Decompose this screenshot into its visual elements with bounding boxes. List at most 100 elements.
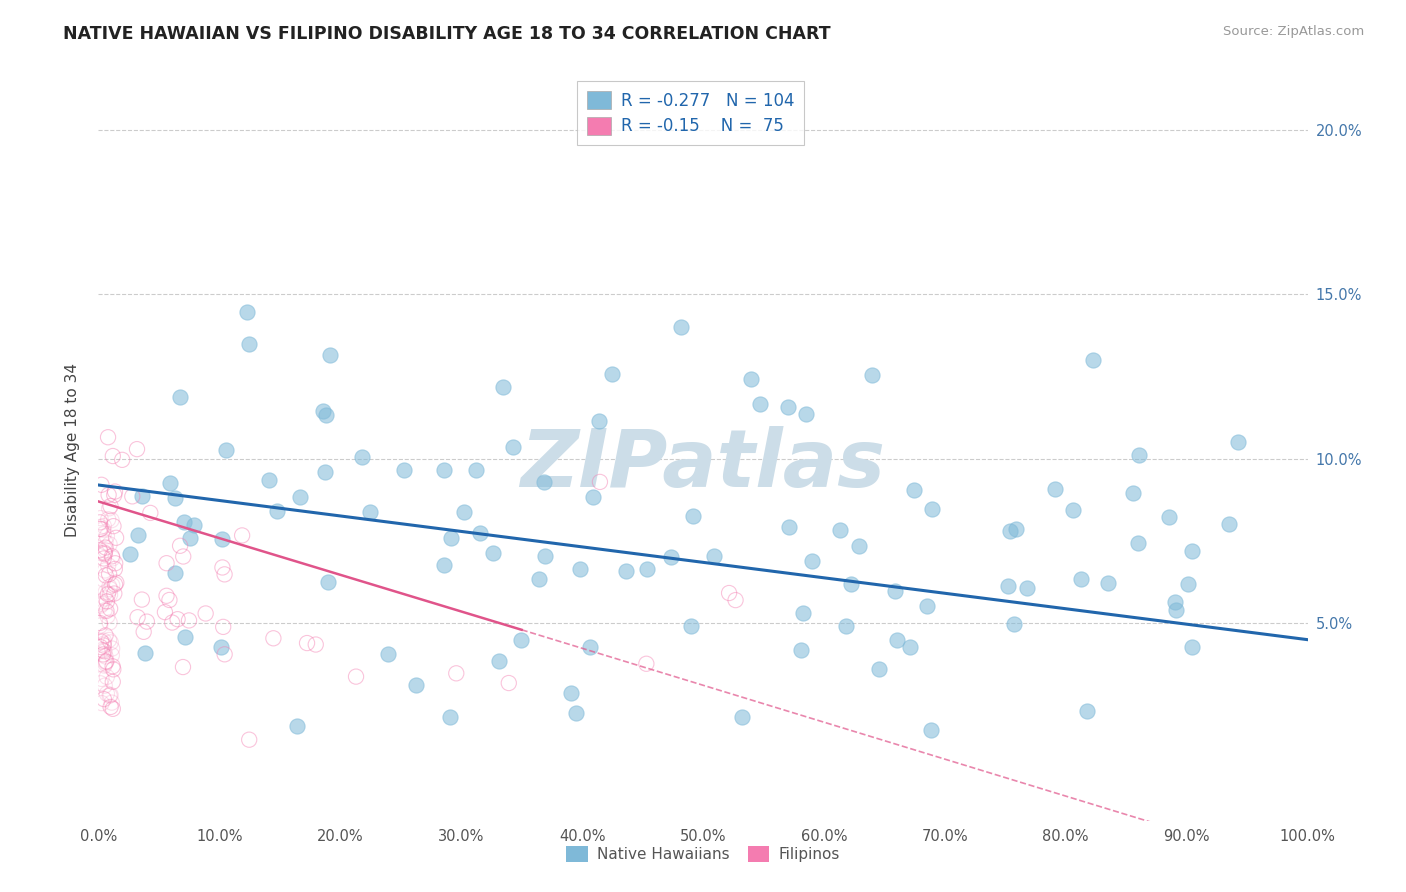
Point [90, 546, 112, 560]
Point [1128, 536, 1150, 550]
Point [155, 556, 177, 570]
Point [534, 549, 557, 563]
Point [93, 573, 115, 587]
Point [679, 618, 702, 632]
Point [800, 554, 823, 568]
Point [502, 440, 524, 454]
Point [155, 589, 177, 603]
Point [295, 636, 318, 650]
Point [778, 520, 800, 534]
Point [238, 337, 260, 351]
Point [600, 367, 623, 381]
Point [111, 453, 134, 467]
Point [997, 579, 1019, 593]
Point [127, 528, 149, 542]
Point [97, 558, 120, 573]
Point [94, 679, 117, 693]
Point [589, 475, 612, 489]
Point [266, 504, 288, 518]
Point [105, 531, 128, 545]
Point [579, 640, 602, 655]
Point [94, 564, 117, 578]
Point [105, 575, 128, 590]
Point [101, 702, 124, 716]
Point [91, 647, 114, 661]
Point [93, 603, 115, 617]
Point [90, 672, 112, 686]
Legend: Native Hawaiians, Filipinos: Native Hawaiians, Filipinos [560, 840, 846, 869]
Point [305, 638, 328, 652]
Point [481, 546, 503, 560]
Point [96, 609, 118, 624]
Point [315, 408, 337, 422]
Point [235, 305, 257, 319]
Point [209, 640, 232, 655]
Point [1164, 603, 1187, 617]
Y-axis label: Disability Age 18 to 34: Disability Age 18 to 34 [65, 363, 80, 538]
Point [290, 490, 312, 504]
Point [377, 647, 399, 661]
Point [97, 488, 120, 502]
Point [636, 657, 658, 671]
Point [98, 501, 121, 516]
Point [439, 710, 461, 724]
Point [682, 508, 704, 523]
Point [789, 643, 811, 657]
Point [214, 648, 236, 662]
Point [103, 662, 125, 676]
Point [488, 655, 510, 669]
Point [94, 591, 117, 606]
Point [94, 657, 117, 671]
Point [104, 562, 127, 576]
Point [173, 630, 195, 644]
Point [89, 511, 111, 525]
Point [848, 539, 870, 553]
Text: Source: ZipAtlas.com: Source: ZipAtlas.com [1223, 25, 1364, 38]
Point [91, 523, 114, 537]
Point [89, 520, 111, 534]
Point [90, 599, 112, 613]
Point [135, 615, 157, 629]
Point [93, 639, 115, 653]
Point [1081, 353, 1104, 368]
Point [257, 473, 280, 487]
Point [169, 539, 191, 553]
Point [131, 489, 153, 503]
Point [1005, 522, 1028, 536]
Point [262, 632, 284, 646]
Point [405, 678, 427, 692]
Point [103, 519, 125, 533]
Point [100, 499, 122, 513]
Point [238, 732, 260, 747]
Point [839, 577, 862, 591]
Point [89, 676, 111, 690]
Point [98, 537, 121, 551]
Point [132, 624, 155, 639]
Point [285, 719, 308, 733]
Point [828, 523, 851, 537]
Point [134, 646, 156, 660]
Point [1157, 509, 1180, 524]
Point [93, 644, 115, 658]
Point [344, 670, 367, 684]
Point [1181, 544, 1204, 558]
Point [98, 588, 121, 602]
Point [100, 688, 122, 702]
Point [453, 505, 475, 519]
Point [159, 476, 181, 491]
Point [177, 614, 200, 628]
Point [1181, 640, 1204, 654]
Point [101, 674, 124, 689]
Point [886, 633, 908, 648]
Point [211, 560, 233, 574]
Point [491, 380, 513, 394]
Point [93, 637, 115, 651]
Point [1164, 595, 1187, 609]
Point [883, 583, 905, 598]
Point [91, 597, 114, 611]
Point [173, 516, 195, 530]
Point [169, 390, 191, 404]
Point [90, 634, 112, 648]
Point [166, 612, 188, 626]
Point [89, 640, 111, 654]
